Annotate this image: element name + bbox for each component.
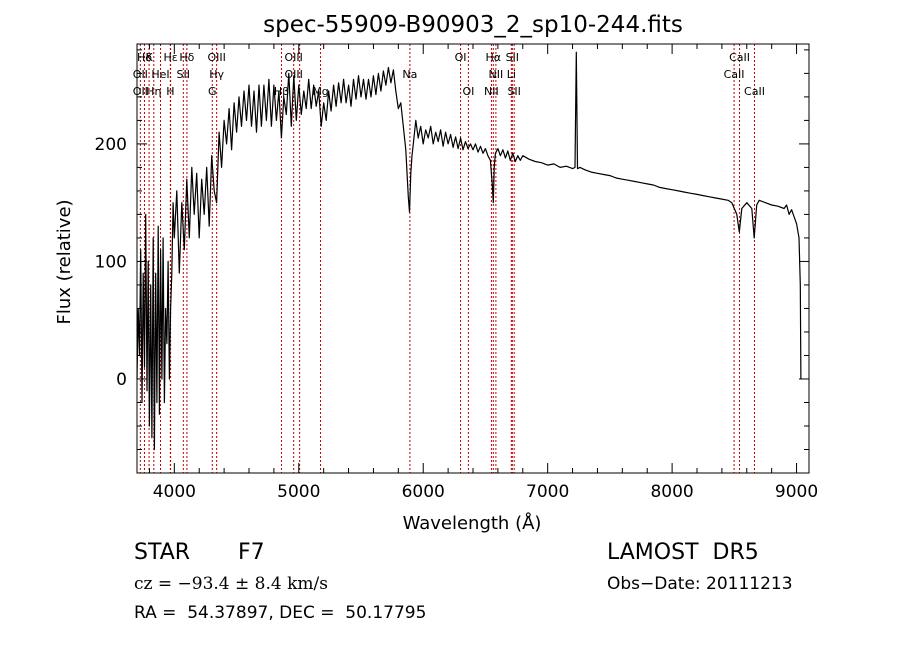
marker-label: Hδ <box>179 51 194 64</box>
marker-label: H <box>166 85 174 98</box>
marker-label: Hγ <box>209 68 224 81</box>
marker-label: Hβ <box>274 85 289 98</box>
marker-label: Hα <box>486 51 502 64</box>
marker-label: SII <box>177 68 190 81</box>
chart-title: spec-55909-B90903_2_sp10-244.fits <box>263 12 683 38</box>
marker-label: HeI <box>151 68 169 81</box>
x-tick-label: 7000 <box>526 482 569 502</box>
marker-label: SII <box>507 85 520 98</box>
object-type: STAR <box>134 540 191 565</box>
marker-label: OIII <box>284 51 302 64</box>
marker-label: K <box>145 51 153 64</box>
survey-name: LAMOST DR5 <box>607 540 759 565</box>
x-tick-label: 6000 <box>402 482 445 502</box>
marker-label: Hε <box>163 51 177 64</box>
marker-label: Hη <box>146 85 161 98</box>
x-tick-label: 4000 <box>153 482 196 502</box>
marker-label: CaII <box>724 68 745 81</box>
sky-coordinates: RA = 54.37897, DEC = 50.17795 <box>134 603 427 623</box>
marker-label: Hδ <box>137 51 152 64</box>
x-tick-label: 8000 <box>650 482 693 502</box>
x-axis-label: Wavelength (Å) <box>403 512 542 534</box>
y-tick-label: 100 <box>95 252 127 272</box>
observation-date: Obs−Date: 20111213 <box>607 574 793 594</box>
marker-label: OI <box>462 85 474 98</box>
marker-label: SII <box>506 51 519 64</box>
marker-label: G <box>208 85 217 98</box>
marker-label: CaII <box>729 51 750 64</box>
marker-label: CaII <box>744 85 765 98</box>
marker-label: Mg <box>312 85 328 98</box>
y-tick-label: 200 <box>95 135 127 155</box>
x-tick-label: 5000 <box>277 482 320 502</box>
y-tick-label: 0 <box>116 370 127 390</box>
spectrum-line <box>136 51 802 451</box>
x-tick-label: 9000 <box>775 482 818 502</box>
marker-label: OI <box>455 51 467 64</box>
marker-label: Na <box>402 68 417 81</box>
y-axis-label: Flux (relative) <box>54 199 75 324</box>
axes: 4000 5000 6000 7000 8000 9000 0 100 200 <box>95 44 818 502</box>
marker-label: Li <box>507 68 516 81</box>
marker-label: OIII <box>207 51 225 64</box>
marker-label: NII <box>489 68 504 81</box>
spectrum-series <box>136 51 802 451</box>
marker-label: NII <box>484 85 499 98</box>
marker-label: OII <box>133 68 148 81</box>
redshift-velocity: cz = −93.4 ± 8.4 km/s <box>134 574 328 594</box>
spectral-subclass: F7 <box>238 540 265 565</box>
